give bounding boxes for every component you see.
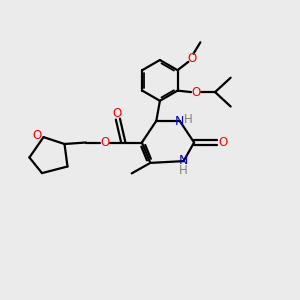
Text: O: O <box>218 136 227 149</box>
Text: N: N <box>179 154 188 167</box>
Text: O: O <box>113 106 122 120</box>
Text: O: O <box>32 129 41 142</box>
Text: N: N <box>174 115 184 128</box>
Text: H: H <box>179 164 188 177</box>
Text: O: O <box>191 85 200 99</box>
Text: O: O <box>100 136 109 149</box>
Text: H: H <box>184 113 193 126</box>
Text: O: O <box>187 52 196 65</box>
